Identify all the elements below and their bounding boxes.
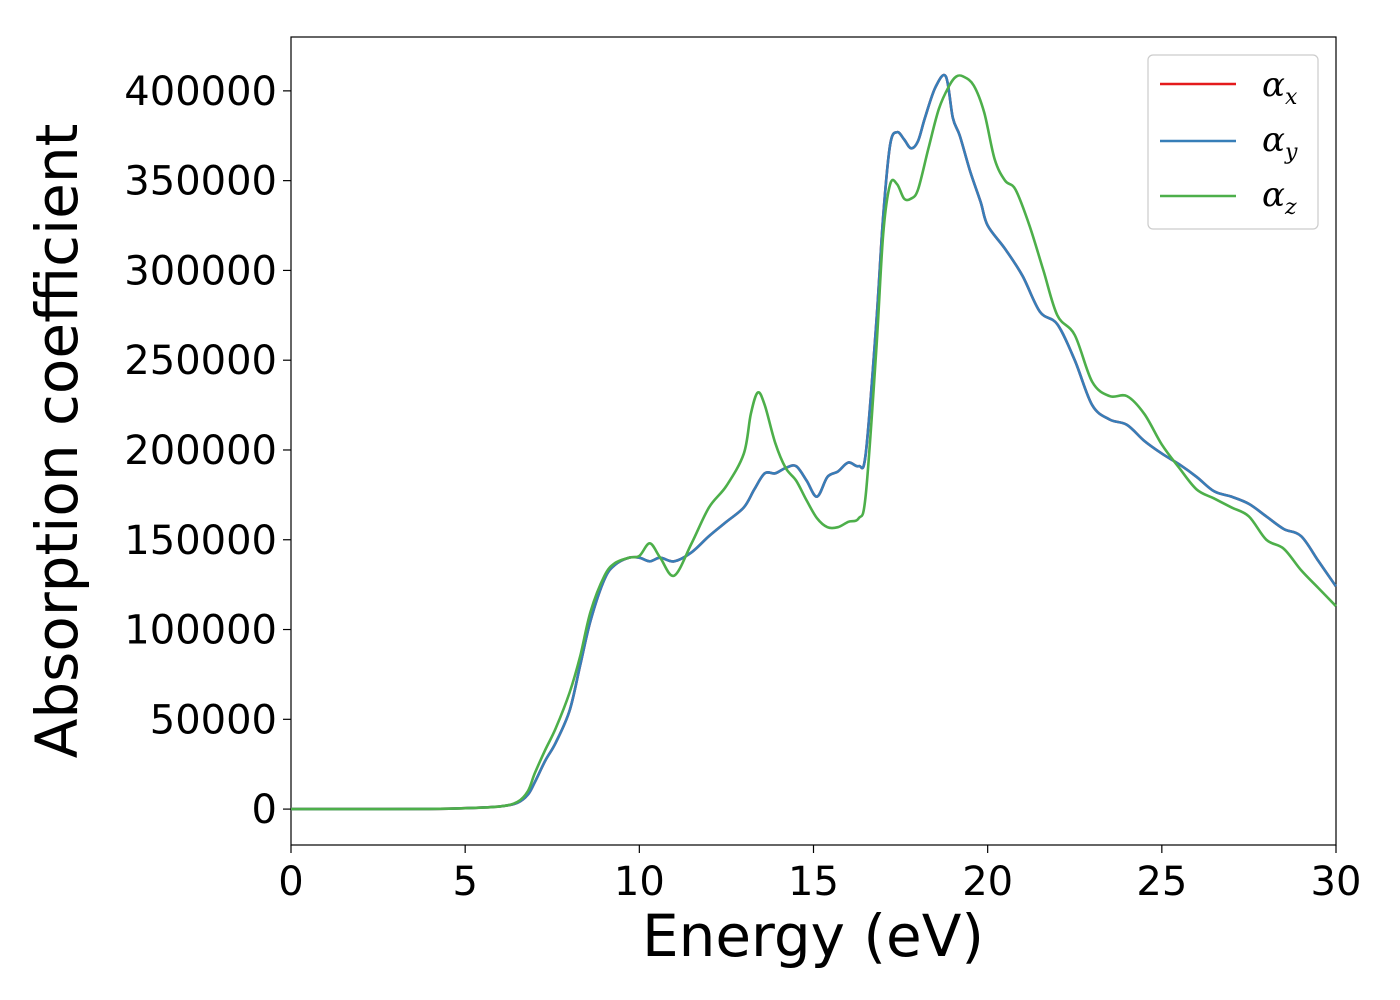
y-tick-label: 350000 xyxy=(124,159,277,205)
y-tick-label: 200000 xyxy=(124,428,277,474)
y-tick-label: 300000 xyxy=(124,248,277,294)
x-axis-title: Energy (eV) xyxy=(642,902,984,970)
legend-subscript: x xyxy=(1285,85,1298,110)
legend-symbol: α xyxy=(1262,175,1285,215)
y-tick-label: 400000 xyxy=(124,69,277,115)
y-tick-label: 0 xyxy=(252,787,277,833)
x-tick-label: 0 xyxy=(278,859,303,905)
legend-label-alpha-x: αx xyxy=(1262,65,1298,110)
legend-label-alpha-y: αy xyxy=(1262,120,1298,165)
x-tick-label: 20 xyxy=(962,859,1013,905)
x-tick-label: 15 xyxy=(788,859,839,905)
y-tick-label: 150000 xyxy=(124,518,277,564)
legend-symbol: α xyxy=(1262,65,1285,105)
series-line-alpha-z xyxy=(290,74,1337,811)
tick-layer: 0 5 10 15 20 25 30 0 50000 100000 150000 200000 2500… xyxy=(124,69,1361,905)
y-tick-label: 100000 xyxy=(124,608,277,654)
legend-subscript: y xyxy=(1284,140,1298,165)
legend-subscript: z xyxy=(1284,195,1297,220)
series-layer xyxy=(290,73,1338,811)
legend-label-alpha-z: αz xyxy=(1262,175,1297,220)
x-tick-label: 30 xyxy=(1311,859,1362,905)
y-tick-label: 250000 xyxy=(124,338,277,384)
y-tick-label: 50000 xyxy=(150,697,277,743)
series-line-alpha-y xyxy=(290,73,1338,811)
x-tick-label: 5 xyxy=(452,859,477,905)
legend-symbol: α xyxy=(1262,120,1285,160)
legend: αx αy αz xyxy=(1147,54,1319,230)
y-axis-title: Absorption coefficient xyxy=(23,124,91,759)
x-tick-label: 25 xyxy=(1136,859,1187,905)
x-tick-label: 10 xyxy=(614,859,665,905)
